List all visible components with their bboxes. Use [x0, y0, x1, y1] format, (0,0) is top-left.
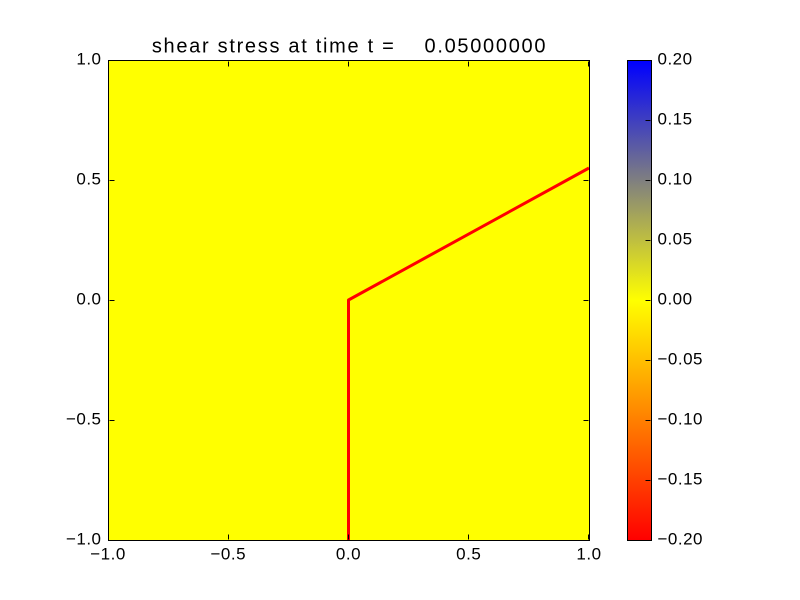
svg-text:1.0: 1.0 [76, 50, 101, 69]
svg-text:−1.0: −1.0 [90, 544, 126, 563]
svg-text:−0.15: −0.15 [658, 470, 704, 489]
svg-text:−0.05: −0.05 [658, 350, 704, 369]
svg-text:0.05: 0.05 [658, 230, 693, 249]
svg-text:−0.5: −0.5 [210, 544, 246, 563]
svg-text:1.0: 1.0 [576, 544, 601, 563]
svg-text:−1.0: −1.0 [66, 530, 102, 549]
svg-text:−0.5: −0.5 [66, 410, 102, 429]
svg-text:0.0: 0.0 [76, 290, 101, 309]
svg-text:shear stress at time t = 0.: shear stress at time t = 0.05000000 [152, 36, 547, 58]
svg-text:0.0: 0.0 [336, 544, 361, 563]
svg-text:0.00: 0.00 [658, 290, 693, 309]
svg-text:0.5: 0.5 [456, 544, 481, 563]
svg-text:−0.20: −0.20 [658, 530, 704, 549]
svg-text:0.10: 0.10 [658, 170, 693, 189]
svg-text:0.15: 0.15 [658, 110, 693, 129]
svg-text:−0.10: −0.10 [658, 410, 704, 429]
svg-text:0.20: 0.20 [658, 50, 693, 69]
svg-text:0.5: 0.5 [76, 170, 101, 189]
